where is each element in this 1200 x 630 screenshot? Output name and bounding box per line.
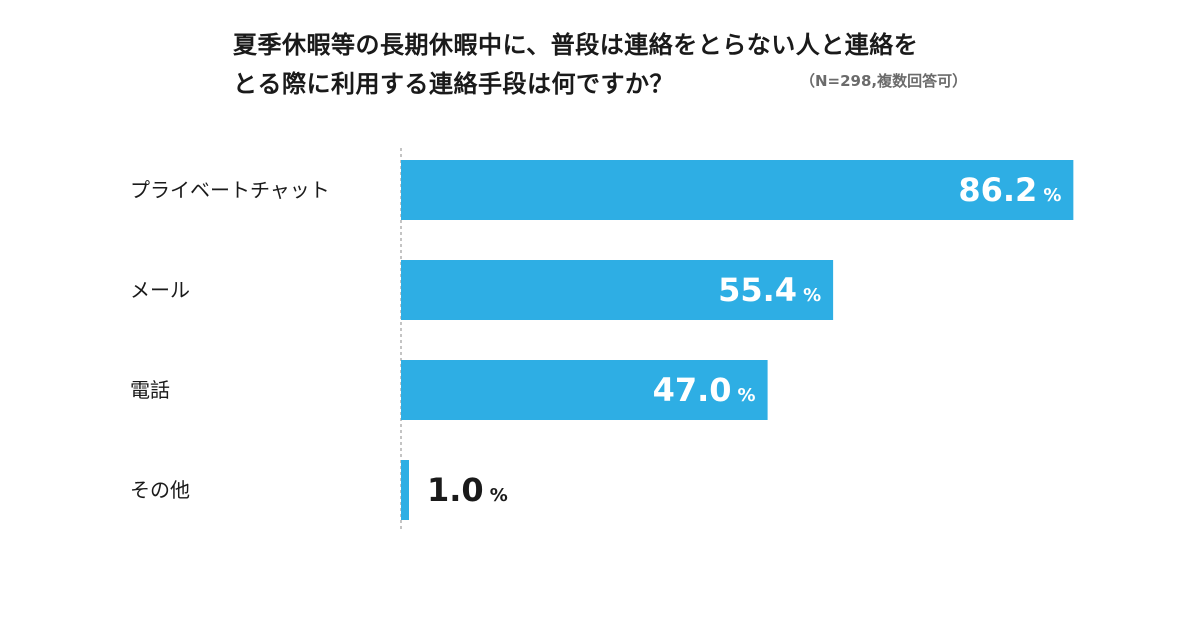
category-label-3: その他 xyxy=(130,478,190,502)
bar-3 xyxy=(401,460,409,520)
category-label-1: メール xyxy=(130,278,190,302)
value-label-3: 1.0% xyxy=(427,471,508,509)
bar-0 xyxy=(401,160,1074,220)
bar-1 xyxy=(401,260,834,320)
sample-size-note: （N=298,複数回答可） xyxy=(800,72,968,90)
chart-title-line-1: 夏季休暇等の長期休暇中に、普段は連絡をとらない人と連絡を xyxy=(233,31,919,59)
chart-title-line-2: とる際に利用する連絡手段は何ですか？ xyxy=(233,70,674,98)
category-label-2: 電話 xyxy=(130,378,170,402)
value-label-2: 47.0% xyxy=(653,371,756,409)
value-label-0: 86.2% xyxy=(958,171,1061,209)
category-label-0: プライベートチャット xyxy=(130,178,330,202)
value-label-1: 55.4% xyxy=(718,271,821,309)
bar-2 xyxy=(401,360,768,420)
